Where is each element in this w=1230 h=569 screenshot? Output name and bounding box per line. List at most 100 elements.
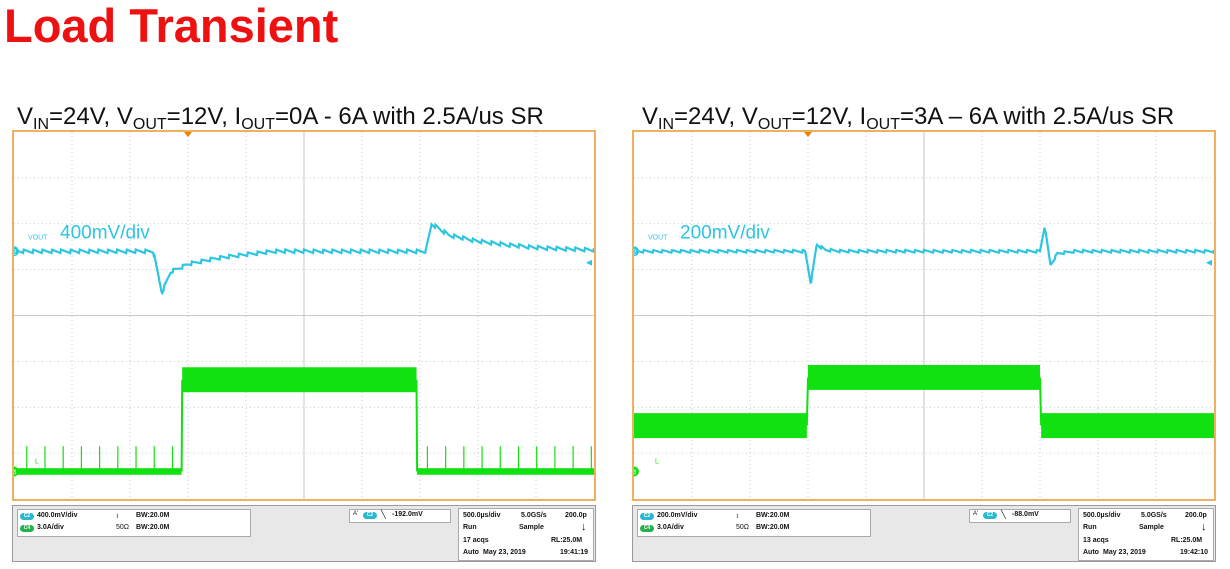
iout-falling-edge bbox=[1039, 377, 1043, 426]
svg-text:2: 2 bbox=[14, 249, 17, 256]
trigger-label: A' bbox=[353, 511, 359, 517]
ch4-badge: C4 bbox=[640, 525, 654, 532]
vout-trace bbox=[14, 222, 594, 296]
ch4-badge: C4 bbox=[20, 525, 34, 532]
trigger-mode: Auto bbox=[463, 549, 479, 556]
scope-panel-right: VIN=24V, VOUT=12V, IOUT=3A – 6A with 2.5… bbox=[615, 0, 1230, 569]
iout-band bbox=[1041, 413, 1214, 439]
vout-channel-label: VOUT bbox=[648, 234, 668, 241]
run-state: Run bbox=[1083, 524, 1097, 531]
scope-screen: 2 4 VOUT 400mV/div L bbox=[12, 130, 596, 501]
resolution: 200.0p bbox=[565, 512, 587, 519]
iout-band bbox=[634, 413, 807, 439]
vout-scale-label: 400mV/div bbox=[60, 222, 150, 243]
scope-panel-left: VIN=24V, VOUT=12V, IOUT=0A - 6A with 2.5… bbox=[12, 103, 596, 562]
iout-band bbox=[14, 468, 182, 475]
scope-plot: 2 4 VOUT 200mV/div L bbox=[634, 132, 1214, 499]
capture-date: May 23, 2019 bbox=[483, 549, 526, 556]
sample-rate: 5.0GS/s bbox=[1141, 512, 1167, 519]
ch4-row: C4 3.0A/div 50Ω BW:20.0M bbox=[20, 523, 248, 535]
capture-time: 19:41:19 bbox=[560, 549, 589, 556]
grid bbox=[14, 132, 594, 499]
ch2-bandwidth: BW:20.0M bbox=[756, 512, 790, 519]
trigger-arrow-icon: ↓ bbox=[581, 521, 587, 533]
timebase: 500.0µs/div bbox=[463, 512, 501, 519]
trigger-settings: A' C2 ╲ -192.0mV bbox=[349, 509, 451, 523]
trigger-channel-badge: C2 bbox=[983, 512, 997, 519]
ch4-ground-marker: 4 bbox=[14, 466, 19, 476]
iout-band bbox=[417, 468, 594, 475]
trigger-position-marker bbox=[804, 132, 812, 137]
trigger-level: -88.0mV bbox=[1012, 511, 1039, 518]
ch2-ground-marker: 2 bbox=[634, 246, 639, 256]
ch2-coupling: ≀ bbox=[116, 513, 119, 520]
trigger-channel-badge: C2 bbox=[363, 512, 377, 519]
falling-slope-icon: ╲ bbox=[381, 510, 386, 519]
iout-trace bbox=[14, 367, 594, 475]
acq-count: 17 acqs bbox=[463, 537, 489, 544]
ch4-ground-marker: 4 bbox=[634, 466, 639, 476]
ch2-coupling: ≀ bbox=[736, 513, 739, 520]
grid bbox=[634, 132, 1214, 499]
trigger-level-arrow bbox=[1206, 259, 1212, 266]
timebase: 500.0µs/div bbox=[1083, 512, 1121, 519]
iout-channel-label: L bbox=[35, 458, 39, 465]
ch4-impedance: 50Ω bbox=[116, 524, 130, 531]
svg-text:4: 4 bbox=[14, 469, 17, 476]
capture-date: May 23, 2019 bbox=[1103, 549, 1146, 556]
ch4-scale: 3.0A/div bbox=[657, 524, 684, 531]
panel-caption: VIN=24V, VOUT=12V, IOUT=0A - 6A with 2.5… bbox=[17, 103, 544, 133]
ch4-bandwidth: BW:20.0M bbox=[756, 524, 790, 531]
record-length: RL:25.0M bbox=[1171, 537, 1203, 544]
slide-title: Load Transient bbox=[4, 0, 339, 52]
scope-readout: C2 200.0mV/div ≀ BW:20.0M C4 3.0A/div 50… bbox=[632, 505, 1216, 562]
panel-caption: VIN=24V, VOUT=12V, IOUT=3A – 6A with 2.5… bbox=[642, 103, 1175, 133]
ch2-badge: C2 bbox=[640, 513, 654, 520]
trigger-settings: A' C2 ╲ -88.0mV bbox=[969, 509, 1071, 523]
record-length: RL:25.0M bbox=[551, 537, 583, 544]
iout-trace bbox=[634, 364, 1214, 439]
trigger-level: -192.0mV bbox=[392, 511, 423, 518]
acq-mode: Sample bbox=[1139, 524, 1164, 531]
iout-band bbox=[182, 367, 417, 393]
ch2-badge: C2 bbox=[20, 513, 34, 520]
acq-count: 13 acqs bbox=[1083, 537, 1109, 544]
iout-rising-edge bbox=[180, 379, 184, 472]
iout-falling-edge bbox=[415, 379, 419, 472]
ch4-scale: 3.0A/div bbox=[37, 524, 64, 531]
vout-scale-label: 200mV/div bbox=[680, 222, 770, 243]
vout-trace bbox=[634, 227, 1214, 285]
resolution: 200.0p bbox=[1185, 512, 1207, 519]
sample-rate: 5.0GS/s bbox=[521, 512, 547, 519]
falling-slope-icon: ╲ bbox=[1001, 510, 1006, 519]
svg-text:4: 4 bbox=[634, 469, 637, 476]
ch2-row: C2 400.0mV/div ≀ BW:20.0M bbox=[20, 511, 248, 523]
trigger-mode: Auto bbox=[1083, 549, 1099, 556]
channel-settings: C2 200.0mV/div ≀ BW:20.0M C4 3.0A/div 50… bbox=[637, 509, 871, 537]
channel-settings: C2 400.0mV/div ≀ BW:20.0M C4 3.0A/div 50… bbox=[17, 509, 251, 537]
ch2-scale: 400.0mV/div bbox=[37, 512, 78, 519]
trigger-level-arrow bbox=[586, 259, 592, 266]
scope-readout: C2 400.0mV/div ≀ BW:20.0M C4 3.0A/div 50… bbox=[12, 505, 596, 562]
acq-mode: Sample bbox=[519, 524, 544, 531]
ch2-bandwidth: BW:20.0M bbox=[136, 512, 170, 519]
ch4-row: C4 3.0A/div 50Ω BW:20.0M bbox=[640, 523, 868, 535]
ch2-ground-marker: 2 bbox=[14, 246, 19, 256]
run-state: Run bbox=[463, 524, 477, 531]
acquisition-settings: 500.0µs/div 5.0GS/s 200.0p Run Sample ↓ … bbox=[458, 508, 594, 561]
ch2-scale: 200.0mV/div bbox=[657, 512, 698, 519]
iout-channel-label: L bbox=[655, 458, 659, 465]
trigger-label: A' bbox=[973, 511, 979, 517]
acquisition-settings: 500.0µs/div 5.0GS/s 200.0p Run Sample ↓ … bbox=[1078, 508, 1214, 561]
iout-rising-edge bbox=[805, 377, 809, 426]
ch2-row: C2 200.0mV/div ≀ BW:20.0M bbox=[640, 511, 868, 523]
capture-time: 19:42:10 bbox=[1180, 549, 1209, 556]
scope-plot: 2 4 VOUT 400mV/div L bbox=[14, 132, 594, 499]
iout-band bbox=[808, 364, 1040, 390]
scope-screen: 2 4 VOUT 200mV/div L bbox=[632, 130, 1216, 501]
trigger-arrow-icon: ↓ bbox=[1201, 521, 1207, 533]
vout-channel-label: VOUT bbox=[28, 234, 48, 241]
trigger-position-marker bbox=[184, 132, 192, 137]
ch4-impedance: 50Ω bbox=[736, 524, 750, 531]
ch4-bandwidth: BW:20.0M bbox=[136, 524, 170, 531]
